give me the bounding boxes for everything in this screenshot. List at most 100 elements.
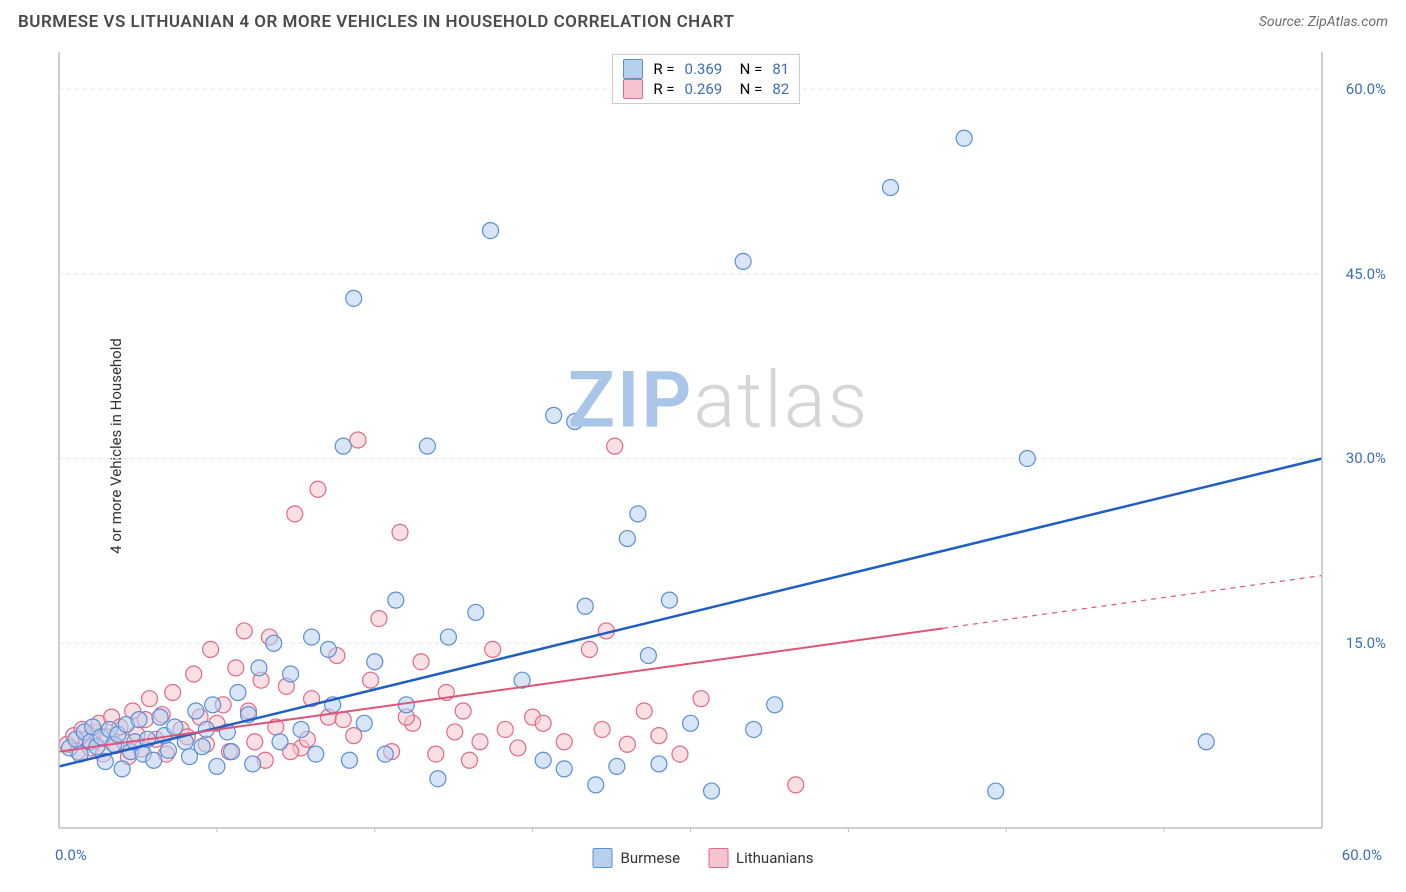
legend-item: Lithuanians [708,848,813,868]
scatter-point [447,724,463,740]
scatter-point [461,752,477,768]
scatter-point [228,660,244,676]
scatter-point [335,438,351,454]
stat-label: N = [732,80,762,98]
y-tick-label: 30.0% [1346,449,1386,467]
scatter-point [661,592,677,608]
stat-n-value: 81 [772,60,789,78]
scatter-point [636,703,652,719]
scatter-point [146,752,162,768]
scatter-point [577,598,593,614]
scatter-point [283,666,299,682]
scatter-point [142,691,158,707]
y-tick-label: 45.0% [1346,265,1386,283]
scatter-point [245,756,261,772]
scatter-point [609,758,625,774]
scatter-point [152,709,168,725]
legend-swatch [623,79,643,99]
stats-legend-row: R =0.269 N =82 [623,79,789,99]
scatter-point [619,531,635,547]
scatter-point [371,611,387,627]
scatter-point [535,752,551,768]
scatter-point [293,721,309,737]
scatter-point [788,777,804,793]
scatter-point [287,506,303,522]
y-tick-label: 60.0% [1346,80,1386,98]
scatter-point [356,715,372,731]
stats-legend: R =0.369 N =81R =0.269 N =82 [612,54,800,104]
scatter-point [209,758,225,774]
stat-label: R = [653,60,674,78]
scatter-point [1198,734,1214,750]
scatter-point [651,728,667,744]
scatter-point [308,746,324,762]
scatter-point [594,721,610,737]
scatter-point [567,414,583,430]
scatter-point [428,746,444,762]
scatter-point [320,641,336,657]
scatter-point [988,783,1004,799]
y-tick-label: 15.0% [1346,634,1386,652]
scatter-point [497,721,513,737]
scatter-point [882,179,898,195]
scatter-point [630,506,646,522]
scatter-point [419,438,435,454]
scatter-point [619,736,635,752]
scatter-point [247,734,263,750]
scatter-point [304,629,320,645]
scatter-point [131,712,147,728]
regression-line-extrapolated [943,575,1322,628]
scatter-point [640,648,656,664]
scatter-point [341,752,357,768]
scatter-point [430,771,446,787]
scatter-point [346,290,362,306]
scatter-point [367,654,383,670]
chart-title: BURMESE VS LITHUANIAN 4 OR MORE VEHICLES… [18,12,734,32]
scatter-point [377,746,393,762]
scatter-point [746,721,762,737]
scatter-point [510,740,526,756]
series-legend: BurmeseLithuanians [593,848,814,868]
scatter-point [363,672,379,688]
scatter-point [440,629,456,645]
scatter-point [251,660,267,676]
stat-label: N = [732,60,762,78]
scatter-point [165,685,181,701]
scatter-point [388,592,404,608]
scatter-point [472,734,488,750]
chart-source: Source: ZipAtlas.com [1259,14,1388,30]
scatter-point [556,761,572,777]
scatter-point [392,524,408,540]
stat-label: R = [653,80,674,98]
scatter-point [350,432,366,448]
scatter-point [455,703,471,719]
scatter-point [485,641,501,657]
scatter-point [607,438,623,454]
scatter-point [114,761,130,777]
scatter-point [693,691,709,707]
scatter-point [272,734,288,750]
scatter-point [651,756,667,772]
legend-swatch [623,59,643,79]
scatter-point [468,604,484,620]
scatter-point [535,715,551,731]
scatter-point [581,641,597,657]
scatter-point [230,685,246,701]
scatter-point [203,641,219,657]
legend-swatch [708,848,728,868]
x-axis-max: 60.0% [1342,846,1382,864]
scatter-point [588,777,604,793]
scatter-point [160,742,176,758]
scatter-point [266,635,282,651]
scatter-point [335,712,351,728]
scatter-point [546,407,562,423]
scatter-point [767,697,783,713]
stat-r-value: 0.269 [685,80,723,98]
scatter-point [167,719,183,735]
scatter-point [483,223,499,239]
legend-swatch [593,848,613,868]
legend-label: Lithuanians [736,849,813,867]
scatter-point [735,253,751,269]
scatter-point [194,739,210,755]
scatter-point [224,744,240,760]
